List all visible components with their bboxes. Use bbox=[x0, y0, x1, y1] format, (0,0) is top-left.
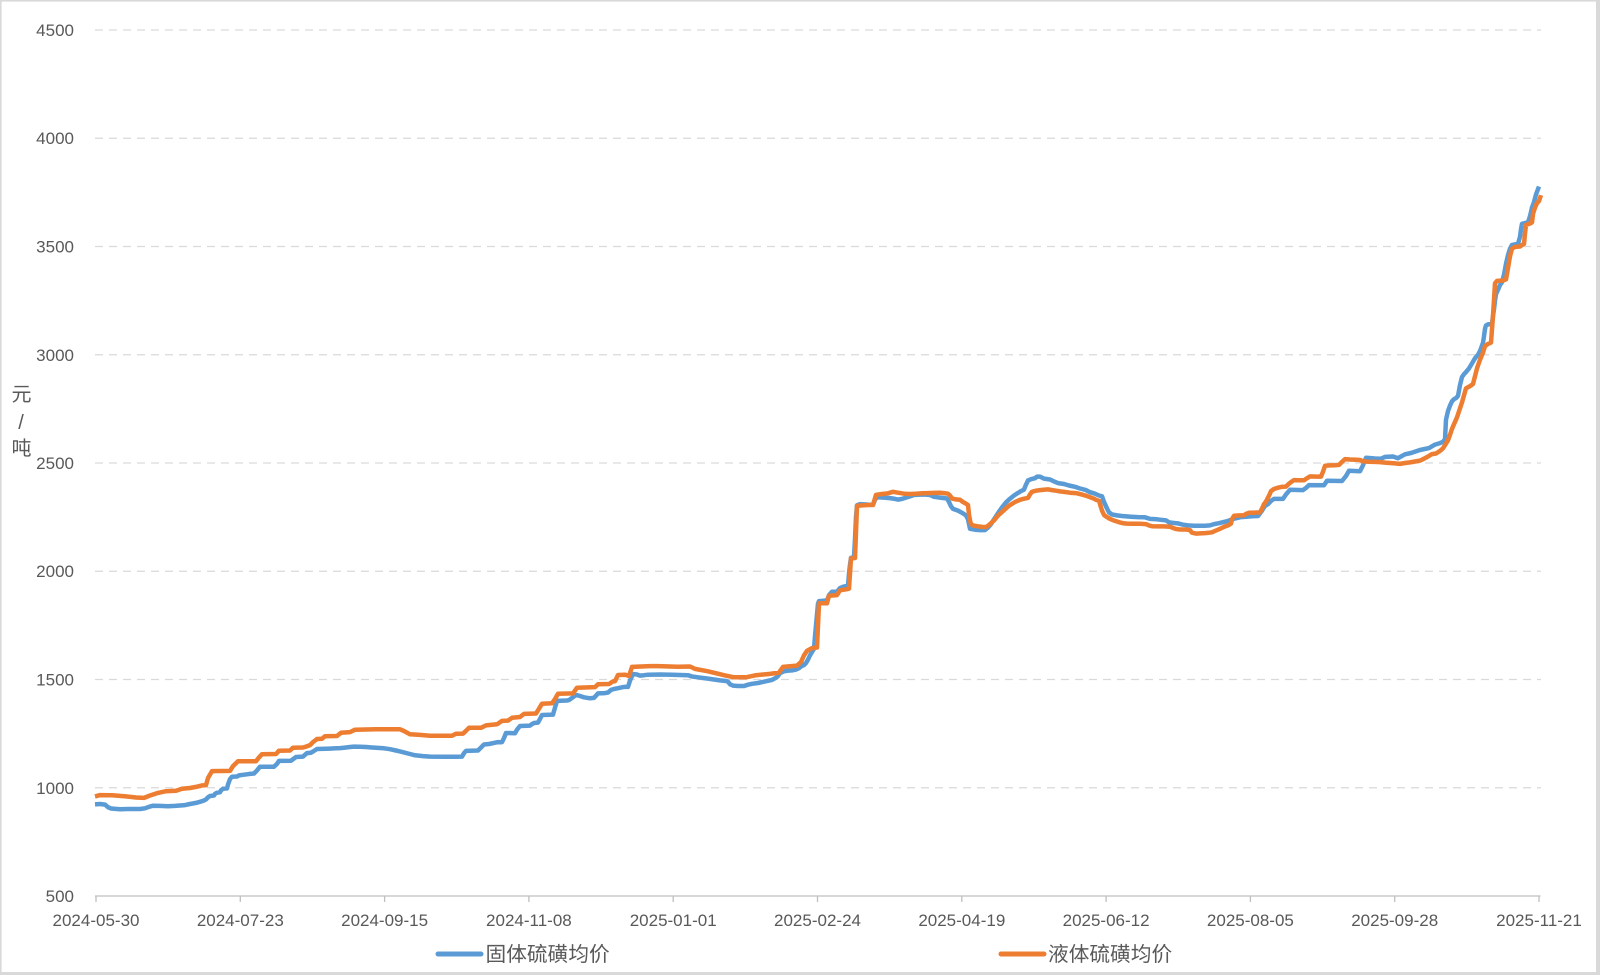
svg-text:/: / bbox=[18, 412, 24, 434]
svg-text:2025-02-24: 2025-02-24 bbox=[774, 911, 861, 930]
svg-text:4000: 4000 bbox=[36, 129, 74, 148]
svg-text:2025-11-21: 2025-11-21 bbox=[1496, 911, 1582, 930]
svg-text:2025-08-05: 2025-08-05 bbox=[1207, 911, 1294, 930]
svg-text:1500: 1500 bbox=[36, 671, 74, 690]
svg-text:2024-05-30: 2024-05-30 bbox=[53, 911, 140, 930]
svg-text:2025-06-12: 2025-06-12 bbox=[1063, 911, 1150, 930]
svg-text:4500: 4500 bbox=[36, 21, 74, 40]
svg-text:2025-04-19: 2025-04-19 bbox=[918, 911, 1005, 930]
svg-text:2000: 2000 bbox=[36, 562, 74, 581]
svg-text:2025-01-01: 2025-01-01 bbox=[630, 911, 717, 930]
svg-text:3500: 3500 bbox=[36, 238, 74, 257]
svg-text:3000: 3000 bbox=[36, 346, 74, 365]
svg-text:2025-09-28: 2025-09-28 bbox=[1351, 911, 1438, 930]
svg-text:1000: 1000 bbox=[36, 779, 74, 798]
svg-text:2500: 2500 bbox=[36, 454, 74, 473]
svg-text:2024-09-15: 2024-09-15 bbox=[341, 911, 428, 930]
svg-text:2024-07-23: 2024-07-23 bbox=[197, 911, 284, 930]
svg-text:500: 500 bbox=[46, 887, 74, 906]
svg-text:2024-11-08: 2024-11-08 bbox=[486, 911, 572, 930]
